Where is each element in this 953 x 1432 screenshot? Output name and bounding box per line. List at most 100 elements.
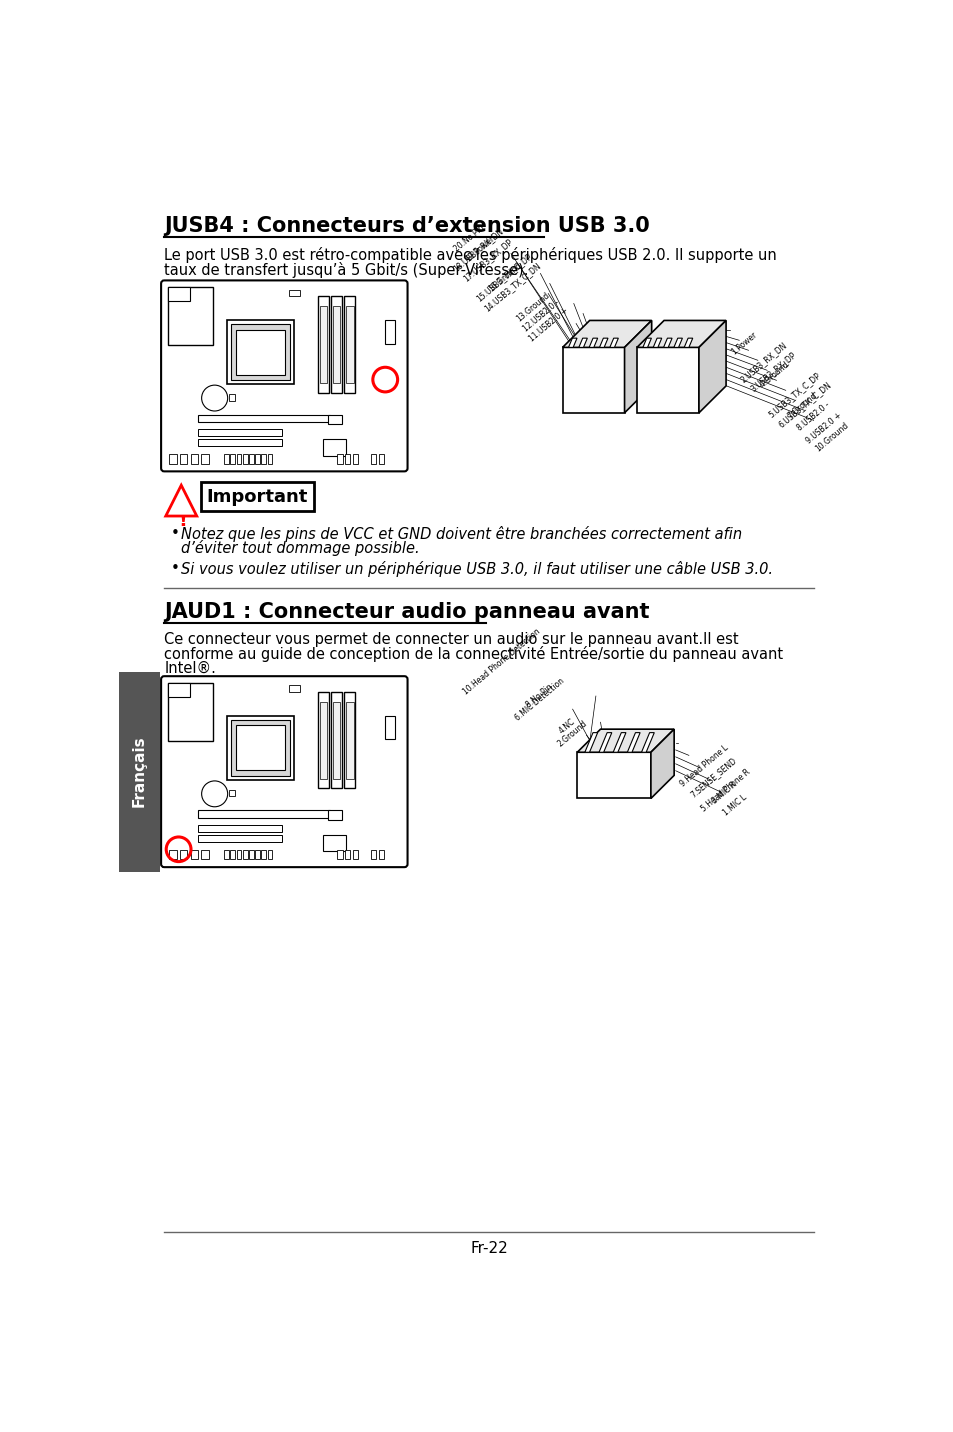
Bar: [317, 296, 329, 392]
Bar: [231, 324, 290, 379]
Bar: [231, 851, 234, 859]
Polygon shape: [609, 338, 618, 348]
Bar: [261, 454, 266, 464]
Text: 7.SENSE_SEND: 7.SENSE_SEND: [688, 755, 738, 799]
Bar: [229, 790, 235, 796]
Polygon shape: [673, 338, 681, 348]
Text: 7.Ground: 7.Ground: [785, 391, 818, 420]
Text: 1.MIC L: 1.MIC L: [720, 792, 748, 818]
Bar: [201, 851, 209, 859]
Text: 17.USB3_RX_DP: 17.USB3_RX_DP: [461, 238, 514, 284]
Bar: [289, 686, 299, 692]
Bar: [346, 306, 354, 382]
Polygon shape: [613, 733, 625, 752]
Text: 6.USB3_TX_C_DN: 6.USB3_TX_C_DN: [776, 381, 832, 430]
Polygon shape: [642, 338, 651, 348]
Bar: [378, 851, 384, 859]
Text: Le port USB 3.0 est rétro-compatible avec les périphériques USB 2.0. Il supporte: Le port USB 3.0 est rétro-compatible ave…: [164, 248, 776, 263]
Bar: [378, 454, 384, 464]
Bar: [235, 329, 284, 375]
Circle shape: [201, 780, 228, 806]
Text: 4.Ground: 4.Ground: [757, 361, 790, 390]
Bar: [333, 306, 340, 382]
Bar: [317, 692, 329, 788]
Bar: [371, 454, 375, 464]
Polygon shape: [568, 338, 577, 348]
Bar: [346, 702, 354, 779]
Bar: [345, 851, 350, 859]
Bar: [319, 306, 327, 382]
Polygon shape: [699, 321, 725, 412]
Bar: [353, 454, 357, 464]
Bar: [327, 811, 341, 819]
Polygon shape: [637, 348, 699, 412]
Polygon shape: [627, 733, 639, 752]
Bar: [236, 454, 241, 464]
Bar: [255, 454, 259, 464]
Bar: [243, 454, 247, 464]
Text: 20.No Pin: 20.No Pin: [453, 223, 486, 253]
Polygon shape: [637, 321, 725, 348]
Polygon shape: [598, 733, 611, 752]
Text: JAUD1 : Connecteur audio panneau avant: JAUD1 : Connecteur audio panneau avant: [164, 603, 649, 623]
Bar: [333, 702, 340, 779]
Text: 3.MIC R: 3.MIC R: [710, 780, 738, 806]
Text: Fr-22: Fr-22: [470, 1242, 507, 1256]
Polygon shape: [562, 348, 624, 412]
Polygon shape: [650, 729, 674, 799]
Bar: [169, 454, 176, 464]
Text: Français: Français: [132, 736, 147, 808]
Text: 6.MIC Detection: 6.MIC Detection: [513, 676, 565, 722]
Bar: [168, 683, 213, 740]
Text: 5.USB3_TX_C_DP: 5.USB3_TX_C_DP: [766, 371, 821, 418]
Bar: [197, 825, 282, 832]
Text: 11.USB2.0 +: 11.USB2.0 +: [527, 306, 570, 344]
Text: Important: Important: [207, 487, 308, 505]
Bar: [289, 289, 299, 296]
Text: 2.USB3_RX_DN: 2.USB3_RX_DN: [739, 341, 788, 384]
Text: 10.Ground: 10.Ground: [813, 421, 849, 453]
Polygon shape: [166, 485, 196, 516]
Bar: [227, 716, 294, 780]
Bar: [168, 683, 190, 697]
Bar: [322, 438, 346, 455]
Bar: [168, 288, 213, 345]
Bar: [255, 851, 259, 859]
Text: !: !: [178, 511, 187, 530]
Bar: [227, 321, 294, 384]
Bar: [197, 415, 330, 422]
Bar: [201, 454, 209, 464]
Polygon shape: [589, 338, 598, 348]
Bar: [371, 851, 375, 859]
Bar: [197, 835, 282, 842]
Bar: [191, 454, 198, 464]
Text: 5.Head Phone R: 5.Head Phone R: [699, 768, 752, 813]
Text: 4.NC: 4.NC: [557, 716, 577, 735]
Bar: [319, 702, 327, 779]
Text: 3.USB3_RX_DP: 3.USB3_RX_DP: [748, 351, 797, 394]
Bar: [336, 454, 342, 464]
Bar: [344, 692, 355, 788]
Bar: [249, 851, 253, 859]
Text: 10.Head Phone Detection: 10.Head Phone Detection: [461, 626, 542, 696]
Bar: [345, 454, 350, 464]
Bar: [353, 851, 357, 859]
Bar: [169, 851, 176, 859]
Bar: [331, 296, 341, 392]
Polygon shape: [577, 752, 650, 799]
Bar: [336, 851, 342, 859]
Text: 16.Ground: 16.Ground: [487, 261, 523, 294]
Text: d’éviter tout dommage possible.: d’éviter tout dommage possible.: [181, 540, 419, 556]
Text: 15.USB3_TX_C_DP: 15.USB3_TX_C_DP: [474, 252, 533, 304]
Bar: [224, 851, 229, 859]
Text: 8.USB2.0 -: 8.USB2.0 -: [794, 401, 830, 432]
Bar: [243, 851, 247, 859]
Text: 19.Power: 19.Power: [463, 233, 496, 263]
Bar: [197, 440, 282, 447]
Text: 9.Head Phone L: 9.Head Phone L: [678, 743, 729, 789]
Text: 12.USB2.0 -: 12.USB2.0 -: [520, 298, 560, 334]
Polygon shape: [683, 338, 692, 348]
FancyBboxPatch shape: [161, 676, 407, 868]
Bar: [235, 726, 284, 770]
Polygon shape: [598, 338, 607, 348]
